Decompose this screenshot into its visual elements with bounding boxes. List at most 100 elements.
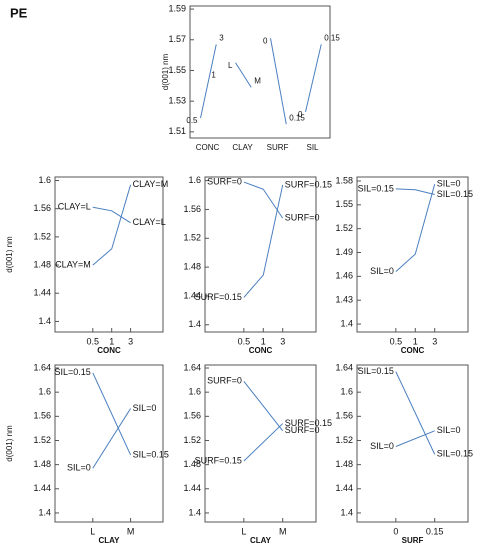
x-axis-label: CONC <box>401 346 425 355</box>
point-label: 0.15 <box>324 33 340 42</box>
interaction-line <box>243 184 284 298</box>
x-tick-label: M <box>279 526 287 536</box>
y-tick-label: 1.6 <box>340 387 353 397</box>
series-label: SIL=0.15 <box>358 183 394 193</box>
series-label: SIL=0 <box>370 441 394 451</box>
series-label: SIL=0 <box>133 403 157 413</box>
y-axis-label: d(001) nm <box>161 53 170 90</box>
x-axis-label: SURF <box>402 536 424 545</box>
y-tick-label: 1.56 <box>183 204 201 214</box>
series-label: SURF=0 <box>207 176 242 186</box>
x-tick-label: 0 <box>393 526 398 536</box>
y-tick-label: 1.59 <box>168 3 186 13</box>
y-tick-label: 1.58 <box>335 175 353 185</box>
y-tick-label: 1.57 <box>168 34 186 44</box>
series-label: SIL=0.15 <box>358 366 394 376</box>
point-label: L <box>228 61 233 70</box>
x-tick-label: 3 <box>432 336 437 346</box>
series-label: CLAY=M <box>133 179 169 189</box>
plot-frame <box>204 364 317 523</box>
plot-frame <box>54 364 164 523</box>
y-tick-label: 1.44 <box>33 288 51 298</box>
x-tick-label: 1 <box>109 336 114 346</box>
point-label: 1 <box>211 70 216 79</box>
series-label: SURF=0.15 <box>195 292 242 302</box>
point-label: 0.5 <box>186 116 198 125</box>
y-tick-label: 1.52 <box>335 223 353 233</box>
x-category-label: CLAY <box>232 143 253 152</box>
y-tick-label: 1.56 <box>183 411 201 421</box>
interaction-line <box>92 372 132 456</box>
y-tick-label: 1.52 <box>335 435 353 445</box>
y-tick-label: 1.6 <box>38 387 51 397</box>
series-label: SURF=0.15 <box>285 418 332 428</box>
series-label: CLAY=M <box>55 259 91 269</box>
y-tick-label: 1.52 <box>33 435 51 445</box>
y-tick-label: 1.56 <box>33 203 51 213</box>
series-label: SIL=0 <box>370 266 394 276</box>
y-tick-label: 1.55 <box>335 199 353 209</box>
plot-frame <box>189 5 331 139</box>
y-tick-label: 1.56 <box>33 411 51 421</box>
y-tick-label: 1.4 <box>38 507 51 517</box>
series-label: SIL=0 <box>437 425 461 435</box>
y-tick-label: 1.4 <box>188 507 201 517</box>
series-label: SURF=0 <box>285 212 320 222</box>
plot-frame <box>54 176 164 333</box>
y-tick-label: 1.64 <box>33 362 51 372</box>
y-tick-label: 1.49 <box>335 247 353 257</box>
y-axis-label: d(001) nm <box>5 425 14 462</box>
main-effect-line <box>305 44 322 113</box>
interaction-line <box>243 423 284 462</box>
x-tick-label: 3 <box>280 336 285 346</box>
interaction-line <box>92 206 131 224</box>
point-label: 0 <box>298 110 303 119</box>
interaction-line <box>243 181 284 219</box>
main-effect-line <box>270 38 287 125</box>
y-tick-label: 1.44 <box>33 483 51 493</box>
y-tick-label: 1.44 <box>183 483 201 493</box>
y-tick-label: 1.64 <box>335 362 353 372</box>
y-tick-label: 1.52 <box>33 231 51 241</box>
x-category-label: SURF <box>267 143 289 152</box>
y-tick-label: 1.53 <box>168 96 186 106</box>
x-category-label: CONC <box>196 143 220 152</box>
series-label: SURF=0.15 <box>285 179 332 189</box>
x-tick-label: L <box>90 526 95 536</box>
x-tick-label: 0.15 <box>426 526 444 536</box>
y-tick-label: 1.6 <box>38 175 51 185</box>
plot-frame <box>356 176 469 333</box>
y-tick-label: 1.6 <box>188 175 201 185</box>
x-axis-label: CLAY <box>250 536 272 545</box>
interaction-line <box>395 188 435 195</box>
y-tick-label: 1.55 <box>168 65 186 75</box>
y-tick-label: 1.4 <box>340 507 353 517</box>
series-label: SIL=0.15 <box>437 189 473 199</box>
interaction-line <box>395 371 436 455</box>
y-tick-label: 1.44 <box>335 483 353 493</box>
series-label: SIL=0.15 <box>55 367 91 377</box>
y-tick-label: 1.48 <box>183 459 201 469</box>
x-tick-label: M <box>127 526 135 536</box>
series-label: SURF=0 <box>207 376 242 386</box>
series-label: SIL=0 <box>67 463 91 473</box>
y-tick-label: 1.48 <box>33 259 51 269</box>
series-label: SIL=0 <box>437 179 461 189</box>
interaction-line <box>395 184 436 272</box>
y-tick-label: 1.4 <box>38 316 51 326</box>
x-tick-label: L <box>241 526 246 536</box>
y-tick-label: 1.64 <box>183 362 201 372</box>
y-tick-label: 1.44 <box>183 290 201 300</box>
y-tick-label: 1.46 <box>335 271 353 281</box>
y-tick-label: 1.48 <box>33 459 51 469</box>
y-tick-label: 1.48 <box>183 261 201 271</box>
x-tick-label: 0.5 <box>87 336 100 346</box>
y-tick-label: 1.43 <box>335 295 353 305</box>
y-tick-label: 1.52 <box>183 435 201 445</box>
interaction-line <box>243 380 284 432</box>
y-tick-label: 1.6 <box>188 387 201 397</box>
y-tick-label: 1.56 <box>335 411 353 421</box>
series-label: CLAY=L <box>133 217 166 227</box>
x-category-label: SIL <box>306 143 319 152</box>
series-label: SURF=0 <box>285 425 320 435</box>
